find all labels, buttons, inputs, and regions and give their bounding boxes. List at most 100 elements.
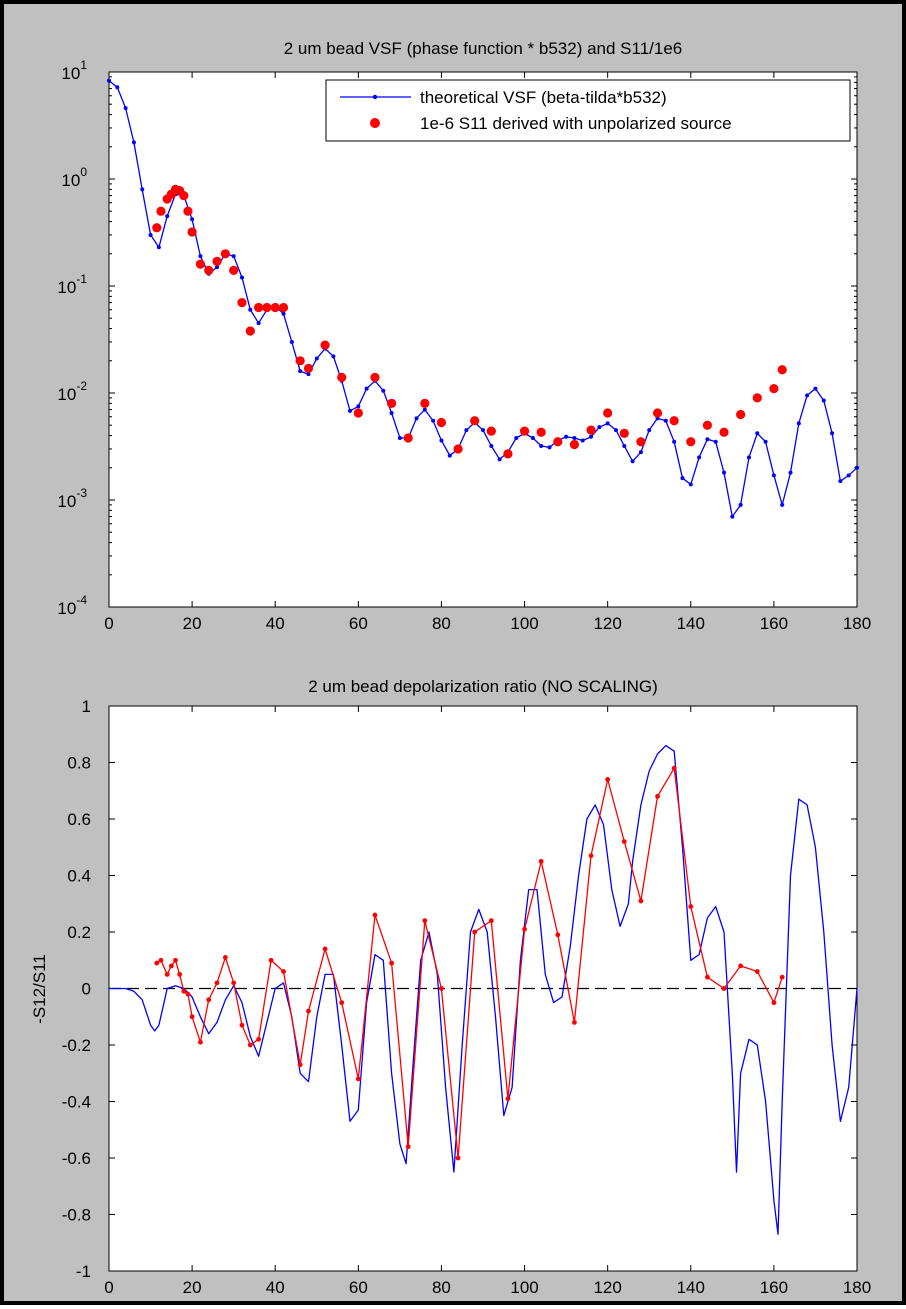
theoretical-vsf-point [447, 453, 452, 458]
x-tick-label: 160 [760, 614, 788, 633]
measured-depolarization-point [185, 991, 191, 997]
theoretical-vsf-point [381, 388, 386, 393]
theoretical-vsf-point [672, 439, 677, 444]
measured-depolarization-point [256, 1036, 261, 1042]
s11-point [719, 427, 729, 437]
theoretical-vsf-point [489, 443, 494, 448]
theoretical-vsf-point [805, 393, 810, 398]
top-axes-background [108, 71, 858, 608]
s11-point [370, 372, 380, 382]
x-tick-label: 80 [432, 1278, 451, 1297]
theoretical-vsf-point [813, 386, 818, 391]
s11-point [179, 190, 189, 201]
theoretical-vsf-point [855, 465, 859, 470]
y-tick-label: -0.4 [62, 1093, 91, 1112]
y-tick-label: 10-4 [57, 593, 87, 618]
measured-depolarization-point [439, 986, 444, 991]
s11-point [619, 428, 629, 438]
measured-depolarization-point [605, 777, 611, 782]
measured-depolarization-point [322, 946, 328, 952]
s11-point [295, 356, 305, 366]
theoretical-vsf-point [156, 245, 161, 250]
x-tick-label: 180 [843, 1278, 871, 1297]
theoretical-vsf-point [697, 455, 702, 460]
s11-point [519, 426, 530, 436]
theoretical-vsf-point [771, 473, 776, 478]
x-tick-label: 40 [266, 1278, 285, 1297]
s11-point [769, 383, 779, 394]
theoretical-vsf-point [638, 450, 643, 455]
x-tick-label: 160 [760, 1278, 788, 1297]
s11-point [270, 302, 280, 313]
theoretical-vsf-point [298, 369, 303, 374]
measured-depolarization-point [173, 957, 178, 963]
theoretical-vsf-point [215, 265, 220, 270]
theoretical-vsf-point [547, 445, 552, 450]
measured-depolarization-point [738, 963, 744, 969]
theoretical-vsf-point [605, 421, 610, 426]
y-tick-label: -0.2 [62, 1036, 91, 1055]
measured-depolarization-point [754, 969, 760, 974]
theoretical-vsf-point [846, 473, 851, 478]
s11-point [636, 437, 646, 447]
theoretical-vsf-point [788, 470, 793, 475]
theoretical-vsf-point [830, 431, 835, 436]
measured-depolarization-point [164, 971, 170, 977]
measured-depolarization-point [181, 988, 187, 994]
theoretical-vsf-point [115, 85, 120, 90]
theoretical-vsf-point [231, 254, 236, 259]
measured-depolarization-point [306, 1008, 311, 1014]
s11-point [254, 302, 264, 313]
s11-point [453, 444, 463, 454]
y-tick-label: 0.4 [67, 867, 91, 886]
y-tick-label: -0.8 [62, 1206, 91, 1225]
s11-point [220, 249, 230, 259]
top-plot-area [107, 78, 859, 519]
s11-point [237, 297, 247, 308]
theoretical-vsf-point [755, 431, 760, 436]
measured-depolarization-point [771, 1000, 777, 1006]
s11-point [486, 426, 496, 436]
y-tick-label: 0.2 [67, 923, 91, 942]
theoretical-vsf-point [140, 187, 145, 192]
measured-depolarization-point [231, 980, 237, 986]
bottom-plot-area [109, 744, 858, 1235]
s11-point [603, 408, 613, 418]
theoretical-vsf-point [289, 339, 294, 344]
s11-point [187, 227, 197, 237]
theoretical-vsf-point [746, 455, 751, 460]
y-tick-label: 10-2 [57, 379, 87, 404]
s11-point [386, 398, 397, 408]
s11-point [652, 408, 663, 418]
s11-point [403, 433, 413, 443]
measured-depolarization-point [405, 1144, 411, 1150]
s11-point [470, 416, 480, 426]
measured-depolarization-point [154, 960, 160, 966]
theoretical-vsf-point [356, 404, 361, 409]
legend: theoretical VSF (beta-tilda*b532) 1e-6 S… [325, 79, 851, 142]
s11-point [736, 409, 746, 420]
top-chart-title: 2 um bead VSF (phase function * b532) an… [284, 39, 683, 58]
theoretical-vsf-point [622, 443, 627, 448]
measured-depolarization-point [247, 1042, 253, 1048]
y-tick-label: 0.8 [67, 754, 91, 773]
measured-depolarization-point [239, 1022, 245, 1028]
theoretical-vsf-point [107, 78, 111, 83]
measured-depolarization-point [572, 1020, 577, 1025]
s11-point [503, 449, 513, 459]
s11-point [262, 302, 272, 313]
y-tick-label: 0.6 [67, 810, 91, 829]
x-tick-label: 80 [432, 614, 451, 633]
measured-depolarization-point [455, 1155, 461, 1161]
theoretical-vsf-point [364, 386, 369, 391]
top-y-axis: 10-4 10-3 10-2 10-1 100 101 [57, 58, 857, 618]
measured-depolarization-point [281, 969, 286, 974]
measured-depolarization-point [522, 926, 527, 932]
s11-point [152, 223, 162, 233]
theoretical-vsf-point [389, 411, 394, 416]
measured-depolarization-point [198, 1039, 203, 1045]
top-x-axis: 0 20 40 60 80 100 120 140 160 180 [104, 72, 871, 633]
x-tick-label: 180 [843, 614, 871, 633]
s11-point [303, 363, 314, 373]
legend-box [325, 79, 851, 142]
